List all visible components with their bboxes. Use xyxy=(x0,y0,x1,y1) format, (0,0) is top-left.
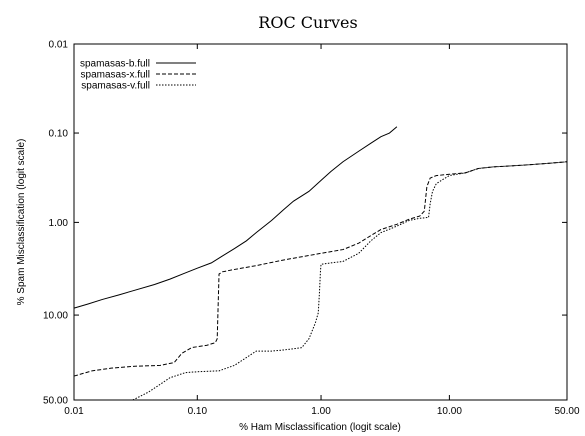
y-tick-label: 0.10 xyxy=(49,129,69,140)
x-tick-label: 1.00 xyxy=(311,406,331,417)
x-tick-label: 0.10 xyxy=(188,406,208,417)
x-tick-label: 10.00 xyxy=(437,406,462,417)
y-tick-label: 50.00 xyxy=(43,396,68,407)
x-axis-label: % Ham Misclassification (logit scale) xyxy=(239,422,401,433)
legend-label: spamasas-b.full xyxy=(80,59,150,70)
series-line-2 xyxy=(132,161,568,401)
x-tick-label: 50.00 xyxy=(554,406,579,417)
y-tick-label: 1.00 xyxy=(49,218,69,229)
y-tick-label: 0.01 xyxy=(49,40,69,51)
legend-label: spamasas-x.full xyxy=(81,70,150,81)
legend-label: spamasas-v.full xyxy=(81,81,150,92)
plot-frame xyxy=(73,43,568,401)
axis-ticks: 0.01 0.10 1.00 10.00 50.000.010.101.0010.005… xyxy=(43,40,580,418)
series-line-0 xyxy=(73,126,398,309)
chart-title: ROC Curves xyxy=(258,13,357,32)
y-axis-label: % Spam Misclassification (logit scale) xyxy=(16,139,27,306)
legend: spamasas-b.fullspamasas-x.fullspamasas-v… xyxy=(80,59,196,92)
series-line-1 xyxy=(73,161,568,377)
roc-curves xyxy=(73,126,568,401)
x-tick-label: 0.01 xyxy=(64,406,84,417)
y-tick-label: 10.00 xyxy=(43,311,68,322)
